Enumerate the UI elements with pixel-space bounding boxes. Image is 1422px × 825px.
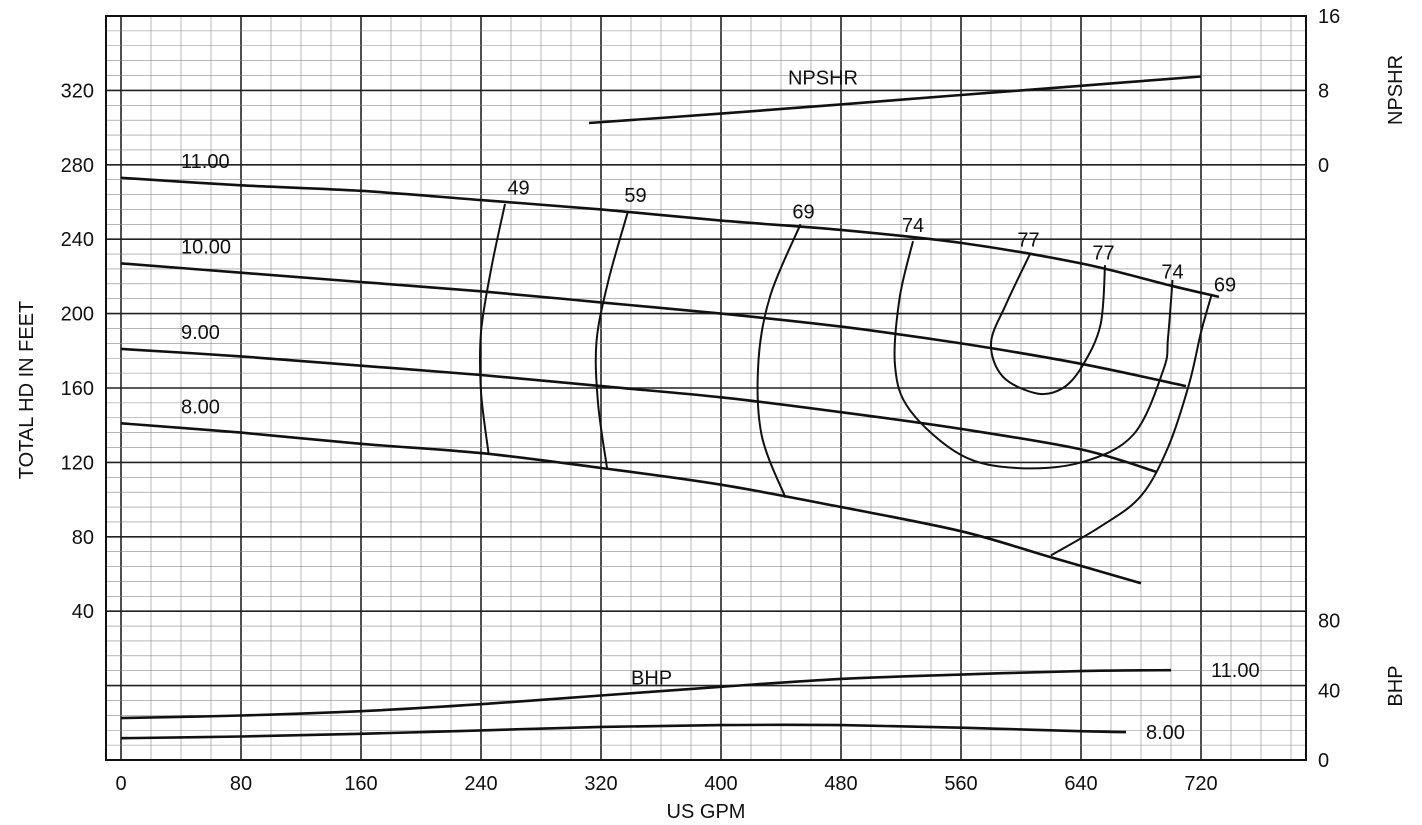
head-curve-label: 10.00 xyxy=(181,236,231,258)
efficiency-label: 74 xyxy=(1161,261,1183,283)
efficiency-label: 69 xyxy=(1214,274,1236,296)
x-tick-label: 560 xyxy=(944,773,977,795)
efficiency-curve-69 xyxy=(756,223,802,499)
x-tick-label: 160 xyxy=(344,773,377,795)
head-curve-9.00 xyxy=(120,347,1157,473)
x-tick-label: 480 xyxy=(824,773,857,795)
y-tick-label: 200 xyxy=(61,304,94,326)
efficiency-curve-69 xyxy=(1050,294,1213,557)
efficiency-curve-77 xyxy=(989,253,1106,396)
bhp-tick-label: 80 xyxy=(1318,611,1340,633)
npshr-curve-label: NPSHR xyxy=(788,67,858,89)
x-axis-ticks: 0 80 160 240 320 400 480 560 640 720 xyxy=(115,773,1217,795)
x-tick-label: 240 xyxy=(464,773,497,795)
head-curve-label: 11.00 xyxy=(181,151,230,173)
efficiency-label: 77 xyxy=(1092,243,1114,265)
efficiency-label: 69 xyxy=(792,202,814,224)
npshr-tick-label: 8 xyxy=(1318,80,1329,102)
efficiency-label: 49 xyxy=(507,178,529,200)
y-tick-label: 320 xyxy=(61,80,94,102)
x-tick-label: 0 xyxy=(115,773,126,795)
plot-frame xyxy=(105,15,1307,761)
x-tick-label: 400 xyxy=(704,773,737,795)
npshr-curve xyxy=(588,75,1202,125)
curves xyxy=(120,75,1220,740)
bhp-tick-label: 0 xyxy=(1318,750,1329,772)
npshr-axis-ticks: 0 8 16 xyxy=(1318,6,1340,177)
npshr-axis-title: NPSHR xyxy=(1385,55,1407,125)
bhp-curve-11.00 xyxy=(120,668,1172,720)
bhp-text-label: BHP xyxy=(631,667,672,689)
head-curve-label: 9.00 xyxy=(181,322,220,344)
efficiency-curve-59 xyxy=(594,211,629,469)
bhp-tick-label: 40 xyxy=(1318,680,1340,702)
x-tick-label: 720 xyxy=(1184,773,1217,795)
y-tick-label: 40 xyxy=(72,601,94,623)
y-tick-label: 240 xyxy=(61,229,94,251)
grid xyxy=(106,15,1306,761)
head-curve-10.00 xyxy=(120,262,1187,388)
y-axis-title: TOTAL HD IN FEET xyxy=(16,301,38,480)
bhp-curve-label: 11.00 xyxy=(1211,660,1260,682)
head-curve-8.00 xyxy=(120,422,1142,585)
x-axis-title: US GPM xyxy=(667,801,746,823)
head-curve-11.00 xyxy=(120,176,1220,299)
npshr-tick-label: 16 xyxy=(1318,6,1340,28)
bhp-curve-8.00 xyxy=(120,723,1127,740)
efficiency-label: 59 xyxy=(624,185,646,207)
x-tick-label: 640 xyxy=(1064,773,1097,795)
efficiency-curve-49 xyxy=(478,203,506,454)
npshr-tick-label: 0 xyxy=(1318,155,1329,177)
efficiency-label: 74 xyxy=(902,215,924,237)
curve-labels: 11.00 10.00 9.00 8.00 49 59 69 74 77 77 74 69 NPSHR 1… xyxy=(181,67,1260,744)
x-tick-label: 80 xyxy=(230,773,252,795)
left-axis-ticks: 40 80 120 160 200 240 280 320 xyxy=(61,80,94,623)
x-tick-label: 320 xyxy=(584,773,617,795)
bhp-curve-label: 8.00 xyxy=(1146,722,1185,744)
efficiency-label: 77 xyxy=(1017,230,1039,252)
bhp-axis-title: BHP xyxy=(1385,665,1407,706)
y-tick-label: 160 xyxy=(61,378,94,400)
y-tick-label: 280 xyxy=(61,155,94,177)
head-curve-label: 8.00 xyxy=(181,396,220,418)
y-tick-label: 120 xyxy=(61,452,94,474)
y-tick-label: 80 xyxy=(72,527,94,549)
efficiency-curve-74 xyxy=(893,240,1174,470)
bhp-axis-ticks: 0 40 80 xyxy=(1318,611,1340,773)
